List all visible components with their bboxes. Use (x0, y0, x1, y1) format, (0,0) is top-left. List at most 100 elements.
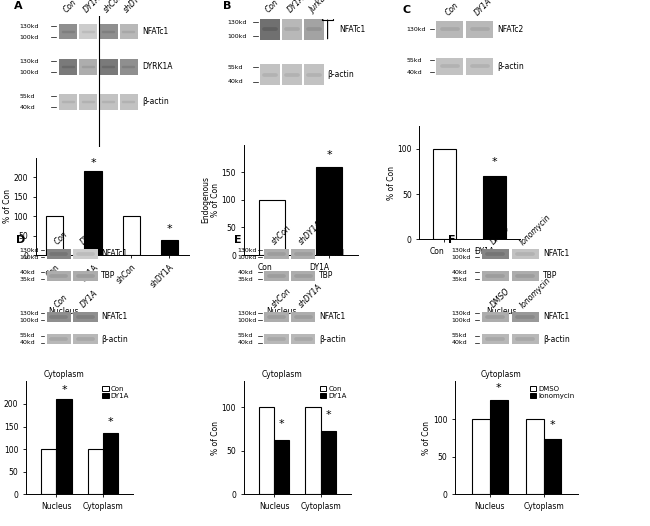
Text: B: B (223, 1, 231, 11)
Bar (47, 334, 71, 344)
Bar (304, 64, 324, 85)
Text: β-actin: β-actin (497, 62, 524, 71)
Text: DY1A: DY1A (82, 0, 103, 15)
Text: Con: Con (263, 0, 280, 15)
Y-axis label: % of Con: % of Con (211, 421, 220, 455)
Text: DY1A: DY1A (79, 289, 100, 310)
Bar (512, 249, 539, 259)
Text: Nucleus: Nucleus (49, 307, 79, 316)
Bar (436, 58, 463, 75)
Text: 55kd: 55kd (452, 333, 467, 338)
Text: F: F (448, 235, 456, 245)
Text: 100kd: 100kd (20, 35, 39, 39)
Text: shCon: shCon (270, 287, 293, 310)
Bar (41, 449, 57, 494)
Text: β-actin: β-actin (142, 97, 169, 106)
Bar (265, 271, 289, 281)
Text: TBP: TBP (101, 271, 116, 280)
Text: Nucleus: Nucleus (486, 307, 516, 316)
Bar (433, 149, 456, 239)
Text: 35kd: 35kd (452, 277, 467, 282)
Text: DY1A: DY1A (285, 0, 306, 15)
Bar (88, 449, 103, 494)
Bar (79, 94, 98, 109)
Bar (103, 433, 118, 494)
Bar (59, 59, 77, 75)
Text: NFATc1: NFATc1 (543, 312, 569, 321)
Text: 130kd: 130kd (237, 248, 257, 253)
Text: 35kd: 35kd (237, 277, 253, 282)
Bar (99, 94, 118, 109)
Y-axis label: % of Con: % of Con (0, 421, 3, 455)
Bar (47, 312, 71, 322)
Bar (120, 94, 138, 109)
Text: *: * (326, 150, 332, 160)
Text: 40kd: 40kd (20, 105, 35, 110)
Bar (482, 312, 509, 322)
Text: Jurkat: Jurkat (307, 0, 330, 15)
Bar (543, 439, 562, 494)
Text: NFATc2: NFATc2 (497, 25, 523, 34)
Text: E: E (234, 235, 241, 245)
Bar (436, 21, 463, 38)
Text: β-actin: β-actin (101, 335, 128, 343)
Bar (482, 249, 509, 259)
Bar (265, 249, 289, 259)
Text: TBP: TBP (543, 271, 557, 280)
Bar (291, 334, 315, 344)
Text: DMSO: DMSO (489, 287, 512, 310)
Text: DY1A: DY1A (79, 226, 100, 247)
Text: DY1A: DY1A (473, 0, 494, 17)
Text: TBP: TBP (319, 271, 333, 280)
Bar (472, 419, 490, 494)
Bar (73, 334, 98, 344)
Text: *: * (279, 419, 285, 429)
Text: *: * (492, 157, 498, 167)
Text: A: A (14, 1, 23, 11)
Text: *: * (496, 382, 502, 392)
Text: *: * (108, 418, 114, 428)
Bar (291, 249, 315, 259)
Text: 130kd: 130kd (20, 311, 39, 316)
Bar (259, 200, 285, 255)
Text: 130kd: 130kd (20, 248, 39, 253)
Text: 40kd: 40kd (20, 340, 35, 345)
Text: *: * (326, 410, 332, 420)
Y-axis label: % of Con: % of Con (3, 189, 12, 224)
Text: NFATc1: NFATc1 (543, 249, 569, 258)
Text: 130kd: 130kd (237, 311, 257, 316)
Text: 35kd: 35kd (20, 277, 35, 282)
Bar (466, 58, 493, 75)
Bar (79, 24, 98, 39)
Text: 130kd: 130kd (452, 248, 471, 253)
Bar (260, 64, 280, 85)
Text: 100kd: 100kd (227, 34, 247, 39)
Text: 55kd: 55kd (406, 58, 422, 63)
Bar (73, 271, 98, 281)
Text: β-actin: β-actin (319, 335, 346, 343)
Bar (47, 249, 71, 259)
Text: D: D (16, 235, 25, 245)
Text: 130kd: 130kd (20, 58, 39, 64)
Bar (482, 271, 509, 281)
Bar (47, 271, 71, 281)
Bar (59, 24, 77, 39)
Text: *: * (90, 157, 96, 167)
Text: NFATc1: NFATc1 (339, 25, 365, 34)
Bar (84, 171, 101, 255)
Text: Ionomycin: Ionomycin (519, 213, 553, 247)
Bar (320, 431, 336, 494)
Text: 100kd: 100kd (237, 255, 257, 260)
Y-axis label: % of Con: % of Con (422, 421, 432, 455)
Bar (260, 19, 280, 39)
Bar (482, 334, 509, 344)
Bar (282, 64, 302, 85)
Legend: Con, DY1A: Con, DY1A (319, 385, 348, 399)
Bar (304, 19, 324, 39)
Bar (120, 24, 138, 39)
Text: 130kd: 130kd (227, 20, 247, 25)
Bar (484, 176, 506, 239)
Text: Con: Con (53, 293, 69, 310)
Bar (466, 21, 493, 38)
Text: shCon: shCon (270, 224, 293, 247)
